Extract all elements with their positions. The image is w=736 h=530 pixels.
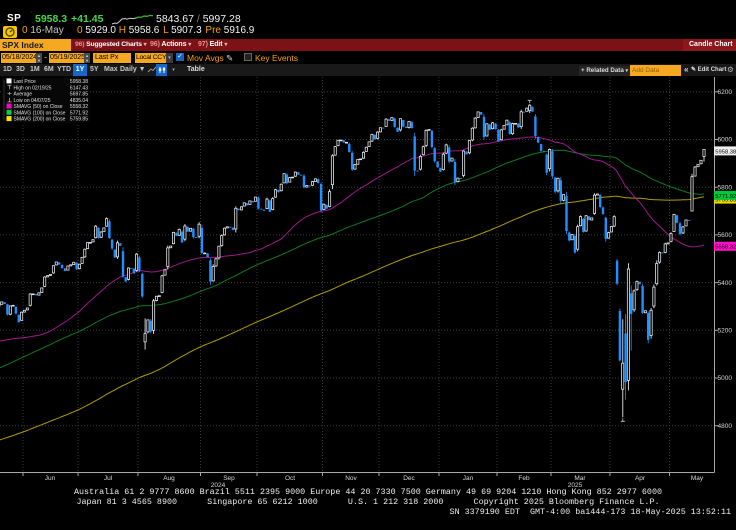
svg-text:May: May [691,475,704,482]
svg-text:6200: 6200 [718,89,733,96]
svg-text:5771.92: 5771.92 [715,194,736,200]
svg-text:5800: 5800 [718,184,733,191]
svg-text:Dec: Dec [403,475,415,482]
svg-text:5771.92: 5771.92 [70,110,88,116]
svg-text:2025: 2025 [568,482,583,489]
svg-text:Feb: Feb [518,475,530,482]
svg-text:2024: 2024 [211,482,226,489]
svg-text:Last Price: Last Price [14,79,36,85]
svg-text:SMAVG (50) on Close: SMAVG (50) on Close [14,104,63,110]
svg-text:5000: 5000 [718,375,733,382]
svg-text:4800: 4800 [718,423,733,430]
svg-text:5759.85: 5759.85 [70,117,88,123]
svg-text:5200: 5200 [718,328,733,335]
svg-text:5558.32: 5558.32 [70,104,88,110]
svg-text:4835.04: 4835.04 [70,98,88,104]
svg-text:6147.43: 6147.43 [70,85,88,91]
svg-text:5400: 5400 [718,280,733,287]
svg-text:Apr: Apr [635,475,646,482]
svg-text:Sep: Sep [223,475,235,482]
svg-text:5958.38: 5958.38 [715,149,736,155]
svg-text:Jan: Jan [463,475,474,482]
svg-text:Low on 04/07/25: Low on 04/07/25 [14,98,51,104]
svg-text:Jul: Jul [104,475,113,482]
svg-text:High on 02/19/25: High on 02/19/25 [14,85,52,91]
svg-text:5558.32: 5558.32 [715,245,736,251]
svg-text:5600: 5600 [718,232,733,239]
svg-text:5958.38: 5958.38 [70,79,88,85]
svg-text:Jun: Jun [45,475,56,482]
svg-text:Mar: Mar [574,475,586,482]
svg-text:Average: Average [14,92,33,98]
svg-text:5697.85: 5697.85 [70,92,88,98]
svg-text:Oct: Oct [285,475,295,482]
svg-text:5759.85: 5759.85 [715,198,736,204]
svg-text:SMAVG (100) on Close: SMAVG (100) on Close [14,110,66,116]
svg-text:Nov: Nov [345,475,357,482]
svg-text:Aug: Aug [163,475,175,482]
svg-text:6000: 6000 [718,137,733,144]
svg-text:SMAVG (200) on Close: SMAVG (200) on Close [14,117,66,123]
